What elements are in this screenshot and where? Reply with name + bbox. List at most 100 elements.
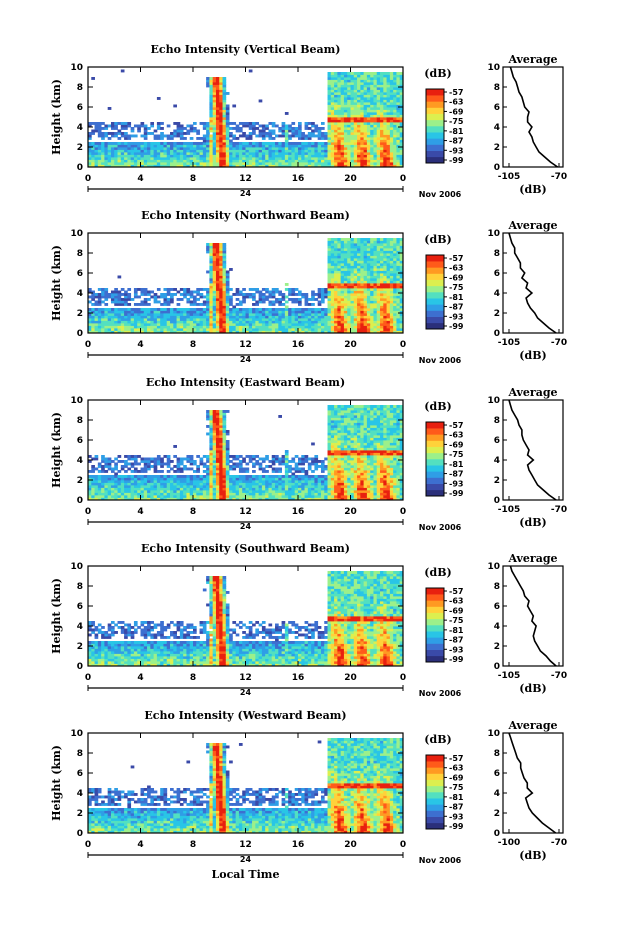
- heatmap-cell: [370, 298, 374, 301]
- heatmap-cell: [261, 157, 266, 160]
- heatmap-cell: [238, 129, 243, 133]
- heatmap-cell: [347, 288, 351, 291]
- heatmap-cell: [314, 154, 319, 158]
- heatmap-cell: [193, 142, 197, 145]
- heatmap-cell: [209, 258, 214, 261]
- heatmap-cell: [222, 308, 227, 311]
- heatmap-cell: [360, 124, 365, 128]
- heatmap-cell: [110, 490, 115, 493]
- heatmap-cell: [153, 323, 158, 326]
- heatmap-cell: [284, 328, 289, 331]
- heatmap-cell: [238, 323, 243, 326]
- heatmap-cell: [189, 467, 194, 471]
- heatmap-cell: [120, 147, 125, 150]
- heatmap-cell: [140, 480, 145, 483]
- heatmap-cell: [215, 107, 220, 110]
- heatmap-cell: [133, 295, 138, 299]
- heatmap-cell: [307, 298, 312, 301]
- heatmap-cell: [245, 152, 250, 155]
- heatmap-cell: [110, 127, 115, 130]
- heatmap-cell: [215, 325, 220, 329]
- heatmap-cell: [337, 300, 342, 304]
- heatmap-cell: [347, 305, 351, 309]
- heatmap-cell: [133, 152, 138, 155]
- heatmap-cell: [229, 134, 233, 138]
- heatmap-cell: [258, 318, 263, 321]
- heatmap-cell: [366, 134, 371, 138]
- heatmap-cell: [114, 308, 118, 311]
- heatmap-cell: [170, 485, 174, 488]
- heatmap-cell: [399, 147, 404, 150]
- heatmap-cell: [340, 157, 345, 160]
- heatmap-cell: [396, 245, 401, 249]
- heatmap-cell: [163, 482, 168, 486]
- heatmap-cell: [340, 74, 345, 78]
- heatmap-cell: [268, 303, 273, 306]
- heatmap-cell: [101, 495, 105, 498]
- heatmap-cell: [114, 497, 118, 501]
- heatmap-cell: [353, 268, 358, 271]
- heatmap-cell: [215, 99, 220, 103]
- heatmap-cell: [196, 497, 200, 501]
- heatmap-cell: [330, 323, 335, 326]
- heatmap-cell: [337, 132, 342, 135]
- heatmap-cell: [212, 445, 217, 448]
- heatmap-cell: [281, 132, 286, 135]
- heatmap-cell: [209, 119, 214, 123]
- heatmap-cell: [294, 288, 299, 291]
- heatmap-cell: [363, 315, 368, 319]
- heatmap-cell: [104, 490, 109, 493]
- heatmap-cell: [288, 293, 292, 296]
- heatmap-cell: [215, 437, 220, 441]
- heatmap-cell: [298, 318, 302, 321]
- heatmap-cell: [353, 117, 358, 120]
- heatmap-cell: [101, 318, 105, 321]
- heatmap-cell: [357, 119, 361, 123]
- heatmap-cell: [373, 104, 378, 108]
- heatmap-cell: [386, 132, 391, 135]
- heatmap-cell: [189, 475, 194, 478]
- heatmap-cell: [104, 308, 109, 311]
- heatmap-cell: [399, 253, 404, 256]
- heatmap-cell: [383, 109, 387, 113]
- heatmap-cell: [383, 298, 387, 301]
- heatmap-cell: [288, 328, 292, 331]
- heatmap-cell: [343, 97, 348, 100]
- heatmap-cell: [357, 240, 361, 244]
- heatmap-cell: [222, 99, 227, 103]
- heatmap-cell: [311, 318, 315, 321]
- heatmap-cell: [156, 164, 161, 168]
- heatmap-cell: [222, 330, 227, 334]
- heatmap-cell: [386, 104, 391, 108]
- heatmap-cell: [360, 79, 365, 83]
- heatmap-cell: [357, 154, 361, 158]
- heatmap-cell: [340, 122, 345, 125]
- heatmap-cell: [91, 320, 95, 324]
- heatmap-cell: [140, 328, 145, 331]
- heatmap-cell: [94, 310, 99, 314]
- heatmap-cell: [268, 122, 273, 125]
- heatmap-cell: [389, 328, 394, 331]
- heatmap-cell: [219, 442, 223, 446]
- heatmap-cell: [380, 258, 384, 261]
- heatmap-cell: [334, 280, 338, 284]
- y-tick-label: 0: [77, 329, 83, 339]
- heatmap-cell: [258, 325, 263, 329]
- heatmap-cell: [383, 92, 387, 95]
- heatmap-cell: [340, 313, 345, 316]
- heatmap-cell: [147, 462, 151, 466]
- heatmap-cell: [363, 104, 368, 108]
- heatmap-cell: [219, 137, 223, 140]
- heatmap-cell: [294, 308, 299, 311]
- heatmap-cell: [163, 159, 168, 163]
- heatmap-cell: [183, 475, 187, 478]
- heatmap-cell: [311, 295, 315, 299]
- heatmap-cell: [373, 152, 378, 155]
- heatmap-cell: [117, 495, 122, 498]
- heatmap-cell: [278, 290, 282, 294]
- heatmap-cell: [209, 487, 214, 491]
- heatmap-cell: [238, 300, 243, 304]
- heatmap-cell: [393, 137, 397, 140]
- heatmap-cell: [173, 147, 177, 150]
